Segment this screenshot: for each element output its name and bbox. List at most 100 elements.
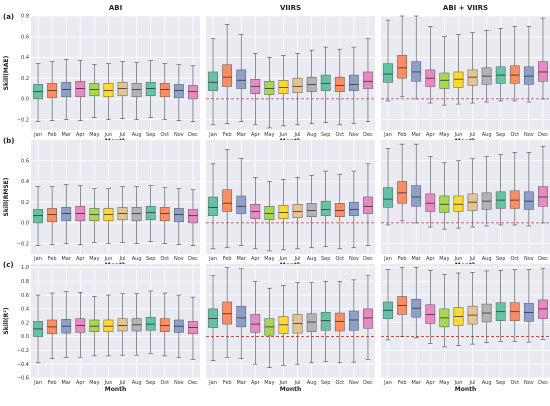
x-tick-label: Dec (188, 132, 198, 138)
box (222, 301, 233, 325)
x-tick-label: Jul (119, 132, 126, 138)
y-tick-label: −0.4 (17, 362, 29, 368)
box (264, 81, 275, 96)
panel: JanFebMarAprMayJunJulAugSepOctNovDecMont… (381, 140, 550, 269)
y-tick-label: 0.4 (21, 179, 29, 185)
box (411, 61, 422, 82)
box (145, 206, 156, 221)
box (383, 187, 393, 208)
box (439, 72, 450, 89)
box (208, 71, 218, 91)
row-tag: (a) (3, 13, 14, 21)
box (131, 207, 142, 222)
panel-background (206, 264, 375, 378)
x-tick-label: Feb (398, 256, 407, 262)
box (222, 64, 233, 87)
box (509, 190, 520, 209)
x-tick-label: Jan (208, 132, 217, 138)
x-tick-label: Oct (510, 132, 519, 138)
x-tick-label: Oct (335, 380, 344, 386)
box (397, 181, 408, 204)
box (188, 209, 198, 224)
x-tick-label: Aug (307, 132, 317, 138)
x-tick-label: Feb (223, 256, 232, 262)
x-tick-label: Oct (160, 380, 169, 386)
x-tick-label: Jan (208, 380, 217, 386)
panel-background (381, 16, 550, 130)
x-tick-label: Jul (119, 380, 126, 386)
x-tick-label: Nov (524, 380, 534, 386)
box (236, 195, 247, 214)
x-tick-label: Jun (279, 132, 288, 138)
x-tick-label: Mar (61, 132, 71, 138)
x-tick-label: May (89, 132, 99, 138)
x-tick-label: Nov (524, 132, 534, 138)
x-tick-label: Jan (33, 132, 42, 138)
x-tick-label: Nov (349, 256, 359, 262)
x-tick-label: Apr (76, 380, 86, 386)
x-tick-label: Feb (48, 256, 57, 262)
y-tick-label: 0.8 (21, 14, 29, 20)
x-tick-label: Aug (482, 132, 492, 138)
x-tick-label: Sep (146, 132, 155, 138)
box (292, 77, 303, 93)
panel-background (381, 264, 550, 378)
y-axis-label: Skill(RMSE) (3, 177, 10, 216)
box (222, 189, 233, 212)
x-tick-label: Jan (33, 380, 42, 386)
column-title: VIIRS (280, 4, 301, 12)
x-tick-label: Mar (411, 256, 421, 262)
x-tick-label: Jan (33, 256, 42, 262)
panel-background (206, 140, 375, 254)
x-tick-label: Jan (383, 132, 392, 138)
box (348, 74, 359, 91)
box (425, 193, 436, 212)
row-tag: (b) (3, 137, 14, 145)
y-tick-label: −0.2 (17, 348, 29, 354)
x-tick-label: Aug (132, 132, 142, 138)
box (348, 201, 359, 216)
x-tick-label: Apr (251, 380, 261, 386)
y-tick-label: 0.2 (21, 76, 29, 82)
x-tick-label: Dec (363, 256, 373, 262)
box (188, 85, 198, 100)
x-axis-label: Month (105, 386, 127, 393)
box (250, 314, 261, 333)
y-tick-label: 0.6 (21, 34, 29, 40)
box (320, 200, 331, 216)
box (173, 208, 184, 223)
x-tick-label: Apr (251, 132, 261, 138)
x-tick-label: Nov (524, 256, 534, 262)
x-tick-label: Jan (383, 380, 392, 386)
box (538, 186, 548, 207)
box (306, 202, 317, 217)
box (523, 191, 534, 210)
x-tick-label: Mar (61, 256, 71, 262)
x-tick-label: Jun (454, 380, 463, 386)
x-tick-label: Feb (48, 132, 57, 138)
box (117, 318, 128, 332)
column-title: ABI (109, 4, 122, 12)
x-tick-label: Feb (223, 380, 232, 386)
x-tick-label: Apr (76, 256, 86, 262)
box (363, 71, 373, 89)
y-axis-label: Skill(MAE) (3, 55, 10, 90)
x-tick-label: Apr (426, 132, 436, 138)
x-tick-label: May (439, 256, 449, 262)
x-tick-label: Sep (496, 256, 505, 262)
y-tick-label: 0.4 (21, 55, 29, 61)
x-tick-label: Dec (188, 380, 198, 386)
panel: JanFebMarAprMayJunJulAugSepOctNovDecMont… (206, 140, 375, 269)
box (145, 82, 156, 97)
box (61, 207, 72, 222)
box (320, 312, 331, 331)
box (131, 83, 142, 98)
box (411, 185, 422, 207)
box (383, 63, 393, 83)
row-tag: (c) (3, 261, 14, 269)
x-tick-label: Aug (482, 256, 492, 262)
y-tick-label: 1.0 (21, 265, 29, 271)
box (292, 204, 303, 218)
y-tick-label: 0.0 (21, 221, 29, 227)
